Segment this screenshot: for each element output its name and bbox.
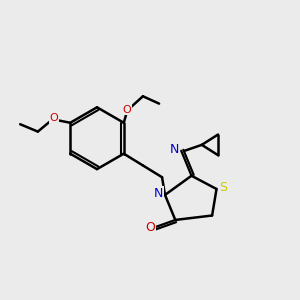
Text: O: O bbox=[145, 221, 155, 234]
Text: O: O bbox=[122, 104, 131, 115]
Text: N: N bbox=[170, 143, 179, 156]
Text: O: O bbox=[50, 113, 58, 123]
Text: N: N bbox=[154, 187, 163, 200]
Text: S: S bbox=[219, 181, 227, 194]
